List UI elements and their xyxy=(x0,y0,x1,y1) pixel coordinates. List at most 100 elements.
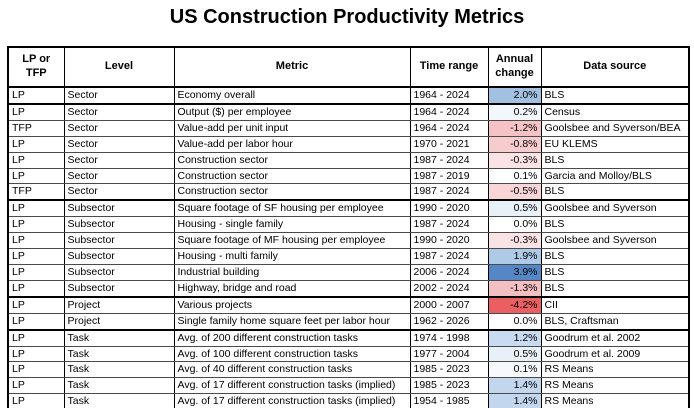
productivity-metrics-table: LP or TFP Level Metric Time range Annual… xyxy=(7,46,690,408)
cell-annual-change: 0.2% xyxy=(487,103,541,121)
cell-time-range: 1987 - 2019 xyxy=(409,168,488,185)
cell-annual-change: 0.5% xyxy=(487,346,541,363)
cell-time-range: 1985 - 2023 xyxy=(409,361,488,379)
cell-lp-or-tfp: LP xyxy=(7,103,64,121)
cell-level: Task xyxy=(63,346,174,363)
table-row: LP Project Various projects 2000 - 2007 … xyxy=(7,296,689,314)
table-row: LP Task Avg. of 40 different constructio… xyxy=(7,361,689,379)
cell-lp-or-tfp: LP xyxy=(7,393,64,408)
cell-metric: Square footage of MF housing per employe… xyxy=(173,232,410,250)
cell-lp-or-tfp: LP xyxy=(7,152,64,169)
cell-data-source: Census xyxy=(540,103,689,121)
cell-level: Sector xyxy=(63,152,174,169)
table-row: LP Subsector Housing - multi family 1987… xyxy=(7,248,689,265)
table-row: LP Sector Output ($) per employee 1964 -… xyxy=(7,103,689,121)
cell-lp-or-tfp: LP xyxy=(7,168,64,185)
cell-level: Task xyxy=(63,329,174,347)
page-title: US Construction Productivity Metrics xyxy=(169,6,525,28)
cell-annual-change: 1.4% xyxy=(487,393,541,408)
cell-annual-change: 0.0% xyxy=(487,313,541,331)
cell-annual-change: 1.4% xyxy=(487,377,541,395)
cell-metric: Avg. of 17 different construction tasks … xyxy=(173,377,410,395)
cell-time-range: 2002 - 2024 xyxy=(409,280,488,298)
cell-data-source: BLS xyxy=(540,264,689,281)
cell-level: Subsector xyxy=(63,232,174,250)
cell-annual-change: -0.3% xyxy=(487,152,541,169)
cell-time-range: 1974 - 1998 xyxy=(409,329,488,347)
cell-lp-or-tfp: TFP xyxy=(7,120,64,137)
header-row: LP or TFP Level Metric Time range Annual… xyxy=(7,47,689,88)
cell-time-range: 1964 - 2024 xyxy=(409,103,488,121)
cell-data-source: BLS, Craftsman xyxy=(540,313,689,331)
cell-metric: Construction sector xyxy=(173,168,410,185)
table-row: LP Sector Value-add per labor hour 1970 … xyxy=(7,136,689,153)
table-row: LP Sector Economy overall 1964 - 2024 2.… xyxy=(7,87,689,105)
cell-annual-change: -4.2% xyxy=(487,296,541,314)
cell-data-source: EU KLEMS xyxy=(540,136,689,153)
cell-level: Subsector xyxy=(63,216,174,234)
cell-lp-or-tfp: LP xyxy=(7,248,64,265)
table-row: TFP Sector Construction sector 1987 - 20… xyxy=(7,183,689,202)
table-row: LP Subsector Highway, bridge and road 20… xyxy=(7,280,689,298)
cell-data-source: RS Means xyxy=(540,361,689,379)
cell-lp-or-tfp: LP xyxy=(7,200,64,218)
cell-level: Sector xyxy=(63,168,174,185)
cell-lp-or-tfp: TFP xyxy=(7,183,64,202)
table-row: LP Task Avg. of 17 different constructio… xyxy=(7,377,689,395)
cell-metric: Square footage of SF housing per employe… xyxy=(173,200,410,218)
cell-metric: Avg. of 40 different construction tasks xyxy=(173,361,410,379)
cell-annual-change: 3.9% xyxy=(487,264,541,281)
table-row: LP Task Avg. of 17 different constructio… xyxy=(7,393,689,408)
cell-annual-change: 0.5% xyxy=(487,200,541,218)
cell-data-source: Goodrum et al. 2002 xyxy=(540,329,689,347)
cell-metric: Industrial building xyxy=(173,264,410,281)
cell-lp-or-tfp: LP xyxy=(7,87,64,105)
cell-data-source: BLS xyxy=(540,280,689,298)
cell-lp-or-tfp: LP xyxy=(7,280,64,298)
cell-time-range: 2006 - 2024 xyxy=(409,264,488,281)
cell-time-range: 2000 - 2007 xyxy=(409,296,488,314)
cell-annual-change: 2.0% xyxy=(487,87,541,105)
cell-annual-change: -0.8% xyxy=(487,136,541,153)
cell-annual-change: -0.5% xyxy=(487,183,541,202)
cell-metric: Avg. of 200 different construction tasks xyxy=(173,329,410,347)
cell-time-range: 1985 - 2023 xyxy=(409,377,488,395)
cell-annual-change: 0.0% xyxy=(487,216,541,234)
cell-metric: Construction sector xyxy=(173,152,410,169)
cell-lp-or-tfp: LP xyxy=(7,329,64,347)
cell-time-range: 1990 - 2020 xyxy=(409,232,488,250)
cell-annual-change: 1.2% xyxy=(487,329,541,347)
table-row: LP Sector Construction sector 1987 - 202… xyxy=(7,152,689,169)
cell-metric: Various projects xyxy=(173,296,410,314)
cell-data-source: BLS xyxy=(540,216,689,234)
cell-level: Sector xyxy=(63,103,174,121)
cell-time-range: 1987 - 2024 xyxy=(409,248,488,265)
cell-metric: Economy overall xyxy=(173,87,410,105)
cell-lp-or-tfp: LP xyxy=(7,264,64,281)
cell-data-source: BLS xyxy=(540,183,689,202)
cell-level: Task xyxy=(63,393,174,408)
cell-data-source: Goolsbee and Syverson/BEA xyxy=(540,120,689,137)
cell-data-source: CII xyxy=(540,296,689,314)
cell-metric: Value-add per labor hour xyxy=(173,136,410,153)
cell-data-source: Goolsbee and Syverson xyxy=(540,200,689,218)
cell-metric: Avg. of 100 different construction tasks xyxy=(173,346,410,363)
cell-time-range: 1977 - 2004 xyxy=(409,346,488,363)
cell-data-source: RS Means xyxy=(540,393,689,408)
table-row: LP Task Avg. of 200 different constructi… xyxy=(7,329,689,347)
cell-lp-or-tfp: LP xyxy=(7,377,64,395)
cell-metric: Highway, bridge and road xyxy=(173,280,410,298)
cell-metric: Output ($) per employee xyxy=(173,103,410,121)
cell-metric: Housing - single family xyxy=(173,216,410,234)
column-header-metric: Metric xyxy=(173,47,410,88)
cell-annual-change: -1.2% xyxy=(487,120,541,137)
cell-data-source: BLS xyxy=(540,248,689,265)
cell-lp-or-tfp: LP xyxy=(7,136,64,153)
column-header-level: Level xyxy=(63,47,174,88)
cell-level: Project xyxy=(63,313,174,331)
cell-level: Project xyxy=(63,296,174,314)
cell-annual-change: 1.9% xyxy=(487,248,541,265)
cell-level: Subsector xyxy=(63,200,174,218)
cell-annual-change: -0.3% xyxy=(487,232,541,250)
